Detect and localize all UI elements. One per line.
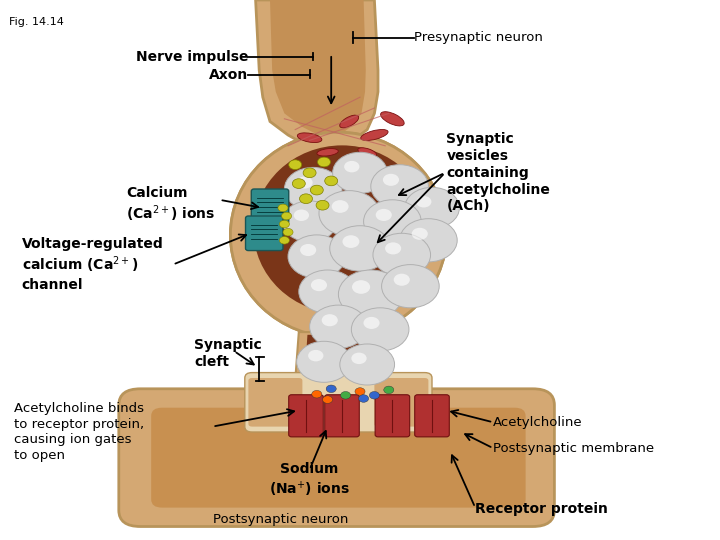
- Circle shape: [371, 165, 428, 208]
- FancyBboxPatch shape: [374, 378, 428, 427]
- Circle shape: [359, 395, 369, 402]
- Circle shape: [332, 200, 348, 213]
- Circle shape: [351, 308, 409, 351]
- Circle shape: [364, 200, 421, 243]
- Circle shape: [279, 220, 289, 228]
- Text: Acetylcholine binds
to receptor protein,
causing ion gates
to open: Acetylcholine binds to receptor protein,…: [14, 402, 145, 462]
- Circle shape: [312, 390, 322, 398]
- Circle shape: [300, 194, 312, 204]
- Circle shape: [297, 341, 351, 382]
- Circle shape: [279, 237, 289, 244]
- Polygon shape: [270, 0, 366, 139]
- Circle shape: [416, 196, 431, 207]
- Ellipse shape: [253, 145, 431, 314]
- Ellipse shape: [358, 148, 377, 157]
- Text: Voltage-regulated
calcium (Ca$^{2+}$)
channel: Voltage-regulated calcium (Ca$^{2+}$) ch…: [22, 237, 163, 292]
- Text: Synaptic
vesicles
containing
acetylcholine
(ACh): Synaptic vesicles containing acetylcholi…: [446, 132, 550, 213]
- FancyBboxPatch shape: [415, 395, 449, 437]
- Circle shape: [297, 177, 312, 188]
- Text: Axon: Axon: [209, 68, 248, 82]
- FancyBboxPatch shape: [246, 216, 283, 251]
- Ellipse shape: [297, 133, 322, 143]
- FancyBboxPatch shape: [375, 395, 410, 437]
- Circle shape: [325, 176, 338, 186]
- Ellipse shape: [230, 132, 446, 338]
- Circle shape: [385, 242, 401, 254]
- Circle shape: [330, 226, 390, 271]
- Circle shape: [283, 228, 293, 236]
- Polygon shape: [256, 0, 378, 151]
- Text: Postsynaptic neuron: Postsynaptic neuron: [213, 513, 348, 526]
- Circle shape: [282, 212, 292, 220]
- Circle shape: [405, 187, 459, 228]
- Circle shape: [318, 157, 330, 167]
- Circle shape: [352, 280, 370, 294]
- FancyBboxPatch shape: [248, 378, 302, 427]
- Circle shape: [412, 228, 428, 240]
- Circle shape: [288, 235, 346, 278]
- Circle shape: [322, 314, 338, 326]
- Circle shape: [351, 353, 366, 364]
- Circle shape: [376, 209, 392, 221]
- FancyBboxPatch shape: [289, 395, 323, 437]
- Circle shape: [338, 270, 403, 319]
- Circle shape: [316, 200, 329, 210]
- Circle shape: [299, 270, 356, 313]
- Ellipse shape: [340, 115, 359, 128]
- Ellipse shape: [381, 112, 404, 126]
- Circle shape: [310, 305, 367, 348]
- FancyBboxPatch shape: [325, 395, 359, 437]
- Circle shape: [384, 386, 394, 394]
- Circle shape: [284, 167, 342, 211]
- Ellipse shape: [253, 145, 431, 314]
- Circle shape: [343, 235, 359, 248]
- Circle shape: [323, 396, 333, 403]
- Text: Fig. 14.14: Fig. 14.14: [9, 17, 63, 28]
- Circle shape: [341, 392, 351, 399]
- Circle shape: [369, 392, 379, 399]
- Circle shape: [310, 185, 323, 195]
- FancyBboxPatch shape: [119, 389, 554, 526]
- Circle shape: [294, 210, 309, 221]
- Circle shape: [319, 191, 379, 236]
- Text: Receptor protein: Receptor protein: [475, 502, 608, 516]
- Polygon shape: [305, 335, 372, 378]
- Circle shape: [340, 344, 395, 385]
- Circle shape: [400, 219, 457, 262]
- Text: Sodium
(Na$^{+}$) ions: Sodium (Na$^{+}$) ions: [269, 462, 350, 499]
- Circle shape: [373, 233, 431, 276]
- Circle shape: [308, 350, 323, 361]
- Circle shape: [344, 161, 359, 172]
- Circle shape: [282, 201, 337, 242]
- Circle shape: [289, 160, 302, 170]
- FancyBboxPatch shape: [251, 189, 289, 224]
- Circle shape: [355, 388, 365, 395]
- Circle shape: [394, 274, 410, 286]
- Text: Presynaptic neuron: Presynaptic neuron: [414, 31, 543, 44]
- Text: Postsynaptic membrane: Postsynaptic membrane: [493, 442, 654, 455]
- Circle shape: [303, 168, 316, 178]
- Text: Acetylcholine: Acetylcholine: [493, 416, 582, 429]
- Circle shape: [292, 179, 305, 188]
- Text: Calcium
(Ca$^{2+}$) ions: Calcium (Ca$^{2+}$) ions: [126, 186, 215, 225]
- FancyBboxPatch shape: [245, 373, 432, 432]
- Ellipse shape: [361, 130, 388, 140]
- Circle shape: [311, 279, 327, 291]
- Circle shape: [278, 204, 288, 212]
- Circle shape: [326, 385, 336, 393]
- Circle shape: [383, 174, 399, 186]
- Ellipse shape: [230, 132, 446, 338]
- Ellipse shape: [317, 148, 338, 156]
- Polygon shape: [295, 332, 382, 381]
- Text: Synaptic
cleft: Synaptic cleft: [194, 339, 262, 369]
- Text: Nerve impulse: Nerve impulse: [136, 50, 248, 64]
- Circle shape: [364, 317, 379, 329]
- FancyBboxPatch shape: [151, 408, 526, 508]
- Circle shape: [300, 244, 316, 256]
- Circle shape: [382, 265, 439, 308]
- Circle shape: [333, 152, 387, 193]
